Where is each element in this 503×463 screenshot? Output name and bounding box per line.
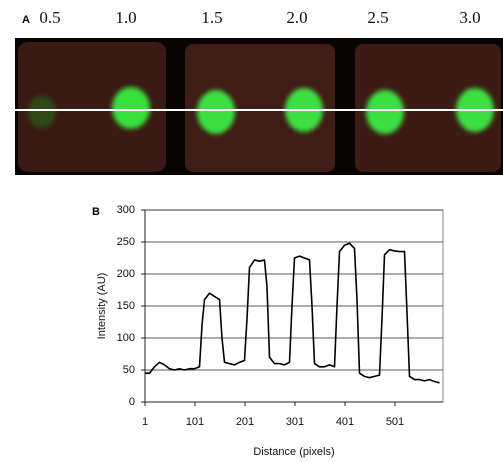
y-tick-label: 250 [117,236,135,248]
x-tick-label: 101 [186,416,204,428]
concentration-label: 1.0 [115,8,136,27]
panel-label: B [92,206,100,218]
intensity-line [145,243,440,383]
y-tick-label: 0 [129,396,135,408]
y-tick-label: 100 [117,332,135,344]
fluorescent-spot [197,90,235,134]
y-tick-label: 50 [123,364,135,376]
figure: A 0.5 1.0 1.5 2.0 2.5 3.0 B Distance (pi… [0,0,503,463]
panel-a: A 0.5 1.0 1.5 2.0 2.5 3.0 [15,8,503,175]
fluorescent-spot [112,87,150,129]
x-tick-label: 301 [286,416,304,428]
x-tick-label: 201 [236,416,254,428]
panel-label: A [22,14,30,26]
y-tick-label: 150 [117,300,135,312]
y-axis-label: Intensity (AU) [96,273,108,340]
concentration-label: 2.5 [367,8,388,27]
panel-b: B Distance (pixels) Intensity (AU) 0 50 10… [92,204,443,458]
fluorescent-spot [366,90,404,134]
concentration-label: 1.5 [201,8,222,27]
concentration-label: 2.0 [286,8,307,27]
x-axis-label: Distance (pixels) [253,446,334,458]
y-tick-label: 200 [117,268,135,280]
concentration-label: 3.0 [459,8,480,27]
y-tick-label: 300 [117,204,135,216]
x-tick-label: 501 [386,416,404,428]
concentration-label: 0.5 [39,8,60,27]
fluorescent-spot [28,96,56,128]
x-tick-label: 1 [142,416,148,428]
x-tick-label: 401 [336,416,354,428]
